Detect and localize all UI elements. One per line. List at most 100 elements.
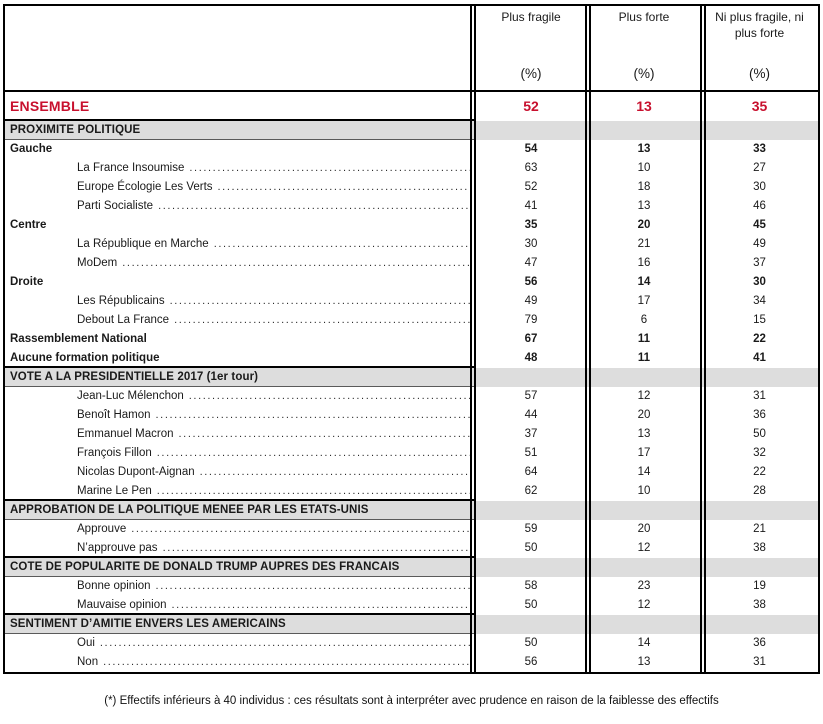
- dot-leader: [174, 311, 472, 330]
- table-row: MoDem 47 16 37: [5, 254, 818, 273]
- value-cell: 32: [753, 447, 766, 459]
- category-row: Aucune formation politique 48 11 41: [5, 349, 818, 368]
- table-row: La République en Marche 30 21 49: [5, 235, 818, 254]
- section-label: VOTE A LA PRESIDENTIELLE 2017 (1er tour): [10, 371, 259, 383]
- value-cell: 52: [524, 181, 538, 193]
- value-cell: 50: [524, 542, 538, 554]
- table-row: Debout La France 79 6 15: [5, 311, 818, 330]
- value-cell: 51: [524, 447, 538, 459]
- empty-cell: [475, 615, 587, 634]
- row-label: Mauvaise opinion: [5, 596, 475, 615]
- value-cell: 27: [753, 162, 766, 174]
- table-row: Parti Socialiste 41 13 46: [5, 197, 818, 216]
- value-cell: 20: [637, 523, 651, 535]
- row-label: La France Insoumise: [5, 159, 475, 178]
- value-cell: 58: [524, 580, 538, 592]
- dot-leader: [100, 634, 472, 653]
- section-row: SENTIMENT D’AMITIE ENVERS LES AMERICAINS: [5, 613, 818, 634]
- category-row: Centre 35 20 45: [5, 216, 818, 235]
- table-row: Mauvaise opinion 50 12 38: [5, 596, 818, 615]
- value-cell: 47: [524, 257, 538, 269]
- row-label: Non: [5, 653, 475, 672]
- value-cell: 20: [637, 219, 651, 231]
- value-cell: 6: [640, 314, 648, 326]
- value-cell: 37: [524, 428, 538, 440]
- header-empty-cell: [5, 6, 475, 90]
- col1-left-border: [474, 6, 476, 672]
- value-cell: 31: [753, 390, 766, 402]
- table-row: La France Insoumise 63 10 27: [5, 159, 818, 178]
- footnote: (*) Effectifs inférieurs à 40 individus …: [104, 695, 719, 707]
- value-cell: 14: [637, 276, 651, 288]
- row-label: Bonne opinion: [5, 577, 475, 596]
- value-cell: 11: [637, 352, 651, 364]
- header-col-plus-fragile: Plus fragile (%): [475, 6, 587, 90]
- table-row: Nicolas Dupont-Aignan 64 14 22: [5, 463, 818, 482]
- dot-leader: [214, 235, 472, 254]
- dot-leader: [158, 197, 472, 216]
- empty-cell: [701, 615, 818, 634]
- row-label: Nicolas Dupont-Aignan: [5, 463, 475, 482]
- ensemble-label: ENSEMBLE: [10, 98, 90, 114]
- value-cell: 49: [524, 295, 538, 307]
- dot-leader: [122, 254, 472, 273]
- value-cell: 18: [637, 181, 651, 193]
- value-cell: 31: [753, 656, 766, 668]
- dot-leader: [218, 178, 472, 197]
- section-label: PROXIMITE POLITIQUE: [10, 124, 141, 136]
- dot-leader: [179, 425, 472, 444]
- value-cell: 79: [524, 314, 538, 326]
- category-row: Droite 56 14 30: [5, 273, 818, 292]
- row-label: Debout La France: [5, 311, 475, 330]
- table-row: Marine Le Pen 62 10 28: [5, 482, 818, 501]
- table-row: N’approuve pas 50 12 38: [5, 539, 818, 558]
- row-label: Europe Écologie Les Verts: [5, 178, 475, 197]
- table-row: François Fillon 51 17 32: [5, 444, 818, 463]
- table-row: Jean-Luc Mélenchon 57 12 31: [5, 387, 818, 406]
- value-cell: 59: [524, 523, 538, 535]
- column-unit: (%): [749, 66, 770, 82]
- value-cell: 45: [753, 219, 766, 231]
- table-row: Non 56 13 31: [5, 653, 818, 672]
- value-cell: 48: [524, 352, 538, 364]
- row-label: Benoît Hamon: [5, 406, 475, 425]
- value-cell: 33: [753, 143, 766, 155]
- value-cell: 36: [753, 637, 766, 649]
- row-label: Parti Socialiste: [5, 197, 475, 216]
- survey-results-table: Plus fragile (%) Plus forte (%) Ni plus …: [3, 4, 820, 674]
- section-row: COTE DE POPULARITE DE DONALD TRUMP AUPRE…: [5, 556, 818, 577]
- dot-leader: [189, 387, 472, 406]
- value-cell: 36: [753, 409, 766, 421]
- category-row: Rassemblement National 67 11 22: [5, 330, 818, 349]
- value-cell: 38: [753, 542, 766, 554]
- value-cell: 12: [637, 390, 651, 402]
- section-row: VOTE A LA PRESIDENTIELLE 2017 (1er tour): [5, 366, 818, 387]
- value-cell: 15: [753, 314, 766, 326]
- value-cell: 21: [753, 523, 766, 535]
- value-cell: 28: [753, 485, 766, 497]
- value-cell: 41: [753, 352, 766, 364]
- value-cell: 17: [637, 295, 651, 307]
- column-title: Plus forte: [618, 10, 670, 24]
- dot-leader: [157, 444, 472, 463]
- row-label: Gauche: [10, 143, 53, 155]
- value-cell: 23: [637, 580, 651, 592]
- value-cell: 63: [524, 162, 538, 174]
- section-row: PROXIMITE POLITIQUE: [5, 119, 818, 140]
- value-cell: 41: [524, 200, 538, 212]
- value-cell: 13: [637, 656, 651, 668]
- empty-cell: [475, 501, 587, 520]
- value-cell: 62: [524, 485, 538, 497]
- value-cell: 37: [753, 257, 766, 269]
- dot-leader: [156, 406, 472, 425]
- empty-cell: [587, 615, 701, 634]
- row-label: Centre: [10, 219, 47, 231]
- value-cell: 17: [637, 447, 651, 459]
- value-cell: 50: [524, 637, 538, 649]
- header-col-ni-plus: Ni plus fragile, ni plus forte (%): [701, 6, 818, 90]
- dot-leader: [103, 653, 472, 672]
- empty-cell: [587, 501, 701, 520]
- dot-leader: [170, 292, 472, 311]
- empty-cell: [475, 558, 587, 577]
- col1-right-border: [585, 6, 587, 672]
